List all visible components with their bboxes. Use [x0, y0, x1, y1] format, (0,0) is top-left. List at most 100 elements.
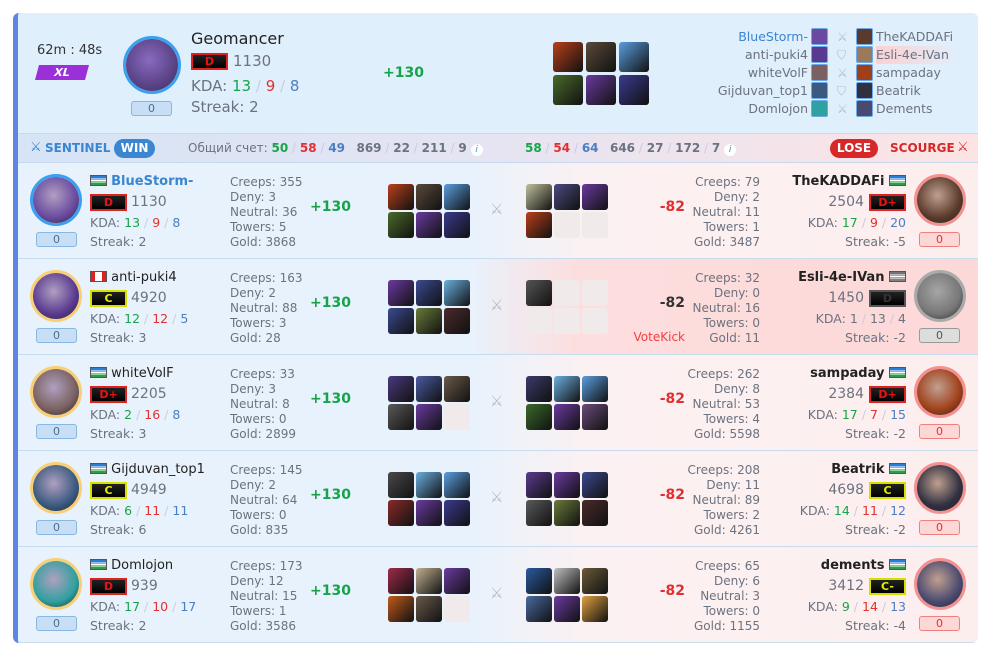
hero-avatar[interactable] [30, 270, 82, 322]
item-icon[interactable] [416, 212, 442, 238]
item-icon[interactable] [586, 42, 616, 72]
item-icon[interactable] [582, 184, 608, 210]
hero-avatar[interactable] [914, 174, 966, 226]
item-icon[interactable] [388, 596, 414, 622]
item-icon[interactable] [582, 500, 608, 526]
hero-avatar[interactable] [123, 36, 181, 94]
item-icon[interactable] [388, 472, 414, 498]
item-icon[interactable] [554, 568, 580, 594]
matchup-right-player[interactable]: Dements [876, 101, 933, 116]
report-count[interactable]: 0 [919, 328, 960, 343]
item-icon[interactable] [444, 376, 470, 402]
matchup-left-player[interactable]: whiteVolF [747, 65, 808, 80]
info-icon[interactable]: i [724, 144, 737, 156]
report-count[interactable]: 0 [36, 424, 77, 439]
report-count[interactable]: 0 [131, 101, 172, 116]
item-icon[interactable] [554, 596, 580, 622]
report-count[interactable]: 0 [919, 520, 960, 535]
matchup-left-player[interactable]: anti-puki4 [745, 47, 808, 62]
item-icon[interactable] [388, 568, 414, 594]
matchup-left-player[interactable]: Domlojon [748, 101, 808, 116]
item-icon[interactable] [553, 75, 583, 105]
item-icon[interactable] [416, 280, 442, 306]
item-icon[interactable] [388, 308, 414, 334]
matchup-right-player[interactable]: Beatrik [876, 83, 921, 98]
item-icon[interactable] [416, 596, 442, 622]
item-icon[interactable] [526, 596, 552, 622]
item-icon[interactable] [554, 472, 580, 498]
item-icon[interactable] [416, 376, 442, 402]
item-icon[interactable] [416, 184, 442, 210]
player-name[interactable]: Beatrik [831, 462, 885, 477]
report-count[interactable]: 0 [919, 424, 960, 439]
item-icon[interactable] [526, 376, 552, 402]
player-name[interactable]: anti-puki4 [111, 270, 177, 285]
item-icon[interactable] [388, 404, 414, 430]
item-icon[interactable] [554, 404, 580, 430]
player-name[interactable]: Gijduvan_top1 [111, 462, 205, 477]
hero-avatar[interactable] [30, 462, 82, 514]
item-icon[interactable] [526, 280, 552, 306]
item-icon[interactable] [526, 212, 552, 238]
matchup-left-player[interactable]: Gijduvan_top1 [717, 83, 808, 98]
item-icon[interactable] [416, 500, 442, 526]
item-icon[interactable] [526, 568, 552, 594]
item-icon[interactable] [444, 472, 470, 498]
matchup-right-player[interactable]: sampaday [876, 65, 941, 80]
item-icon[interactable] [388, 184, 414, 210]
hero-avatar[interactable] [30, 366, 82, 418]
item-icon[interactable] [554, 376, 580, 402]
report-count[interactable]: 0 [36, 520, 77, 535]
report-count[interactable]: 0 [36, 232, 77, 247]
item-icon[interactable] [416, 568, 442, 594]
info-icon[interactable]: i [470, 144, 483, 156]
item-icon[interactable] [416, 404, 442, 430]
item-icon[interactable] [388, 280, 414, 306]
report-count[interactable]: 0 [36, 328, 77, 343]
item-icon[interactable] [619, 75, 649, 105]
hero-avatar[interactable] [914, 366, 966, 418]
player-name[interactable]: TheKADDAFi [792, 174, 885, 189]
item-icon[interactable] [444, 500, 470, 526]
item-icon[interactable] [554, 184, 580, 210]
player-name[interactable]: Domlojon [111, 558, 174, 573]
item-icon[interactable] [526, 472, 552, 498]
item-icon[interactable] [444, 184, 470, 210]
item-icon[interactable] [416, 308, 442, 334]
item-icon[interactable] [388, 376, 414, 402]
matchup-left-player[interactable]: BlueStorm- [738, 29, 808, 44]
item-icon[interactable] [388, 212, 414, 238]
item-icon[interactable] [553, 42, 583, 72]
item-icon[interactable] [582, 404, 608, 430]
item-icon[interactable] [526, 404, 552, 430]
item-icon[interactable] [388, 500, 414, 526]
matchup-right-player[interactable]: TheKADDAFi [876, 29, 954, 44]
item-icon[interactable] [444, 308, 470, 334]
item-icon[interactable] [444, 568, 470, 594]
item-icon[interactable] [444, 212, 470, 238]
player-name[interactable]: BlueStorm- [111, 174, 194, 189]
item-icon[interactable] [582, 472, 608, 498]
item-icon[interactable] [582, 568, 608, 594]
hero-avatar[interactable] [30, 174, 82, 226]
hero-avatar[interactable] [914, 462, 966, 514]
hero-avatar[interactable] [914, 558, 966, 610]
report-count[interactable]: 0 [919, 616, 960, 631]
item-icon[interactable] [526, 184, 552, 210]
player-name[interactable]: sampaday [810, 366, 885, 381]
item-icon[interactable] [582, 596, 608, 622]
hero-avatar[interactable] [914, 270, 966, 322]
item-icon[interactable] [619, 42, 649, 72]
report-count[interactable]: 0 [36, 616, 77, 631]
item-icon[interactable] [582, 376, 608, 402]
player-name[interactable]: Esli-4e-IVan [798, 270, 885, 285]
hero-avatar[interactable] [30, 558, 82, 610]
item-icon[interactable] [586, 75, 616, 105]
player-name[interactable]: whiteVolF [111, 366, 174, 381]
item-icon[interactable] [526, 500, 552, 526]
player-name[interactable]: dements [820, 558, 885, 573]
item-icon[interactable] [444, 280, 470, 306]
report-count[interactable]: 0 [919, 232, 960, 247]
matchup-right-player[interactable]: Esli-4e-IVan [876, 46, 959, 64]
item-icon[interactable] [416, 472, 442, 498]
